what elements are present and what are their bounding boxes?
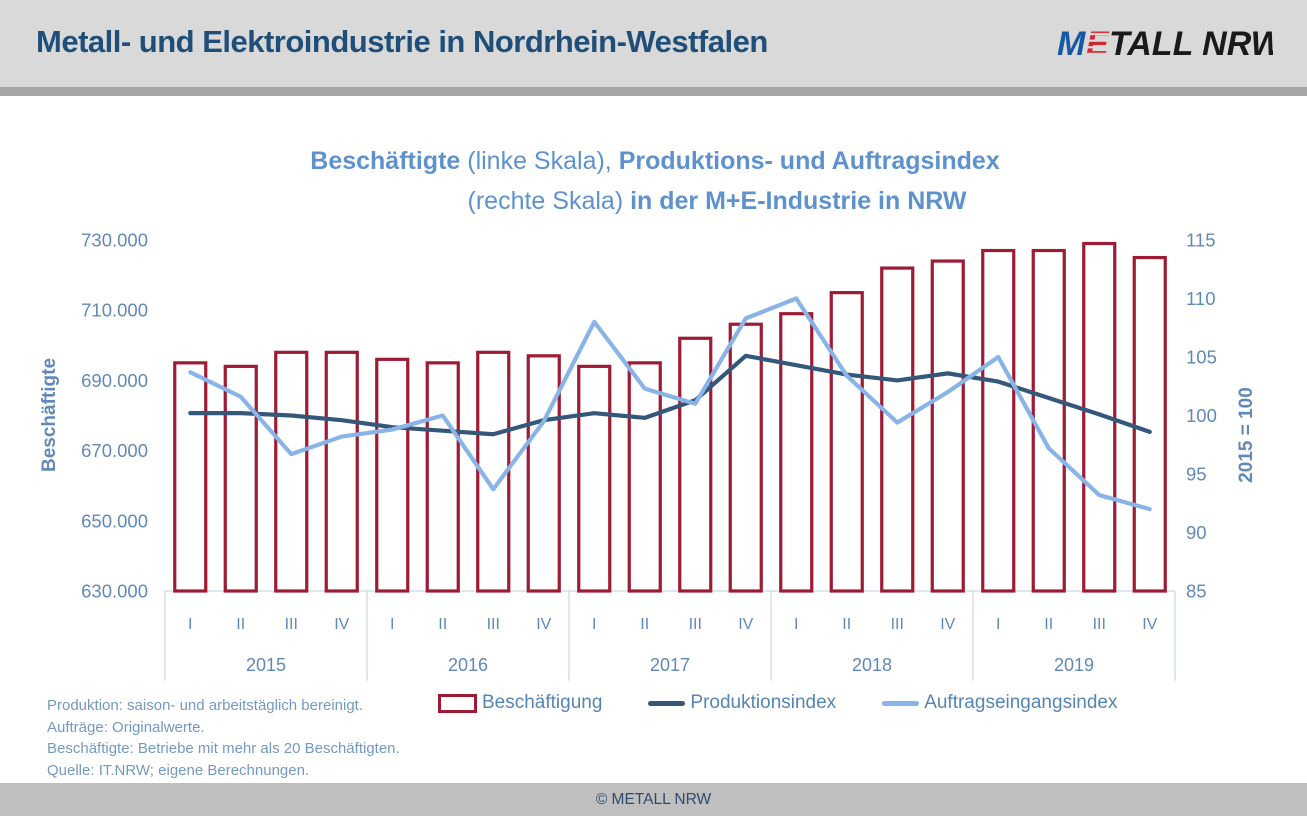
- bar-2017-I: [577, 364, 612, 593]
- line-produktionsindex: [188, 353, 1152, 437]
- left-axis-tick: 710.000: [81, 300, 148, 321]
- legend-label: Produktionsindex: [690, 692, 837, 713]
- chart-title-line1: Beschäftigte (linke Skala), Produktions-…: [150, 141, 1160, 181]
- year-label: 2015: [246, 655, 286, 675]
- bar-2015-I: [173, 361, 208, 593]
- left-axis-tick: 650.000: [81, 510, 148, 531]
- logo-letter-e: E: [1086, 25, 1110, 63]
- quarter-label: III: [689, 616, 702, 633]
- right-axis-tick: 100: [1186, 405, 1217, 426]
- bar-2015-III: [274, 350, 309, 593]
- right-axis-title: 2015 = 100: [1236, 387, 1257, 483]
- footer-bar: © METALL NRW: [0, 783, 1307, 816]
- chart-title: Beschäftigte (linke Skala), Produktions-…: [150, 141, 1160, 221]
- bar-2019-I: [981, 248, 1016, 593]
- chart-title-part: (linke Skala),: [467, 147, 619, 175]
- right-axis-tick: 85: [1186, 581, 1207, 602]
- quarter-label: II: [236, 616, 245, 633]
- line-auftragseingangsindex: [188, 296, 1152, 512]
- quarter-label: IV: [940, 616, 955, 633]
- bar-2017-III: [678, 336, 713, 593]
- chart-title-part: Produktions- und Auftragsindex: [618, 147, 1000, 175]
- quarter-label: IV: [738, 616, 753, 633]
- right-axis-tick: 105: [1186, 347, 1217, 368]
- quarter-label: IV: [1142, 616, 1157, 633]
- quarter-label: IV: [536, 616, 551, 633]
- orders-line-swatch-icon: [882, 700, 920, 706]
- left-axis-tick: 630.000: [81, 581, 148, 602]
- chart-title-part: Beschäftigte: [310, 147, 468, 175]
- legend-item-beschaeftigung: Beschäftigung: [438, 692, 602, 714]
- year-label: 2018: [852, 655, 892, 675]
- bar-2018-IV: [930, 259, 965, 593]
- chart-legend: Beschäftigung Produktionsindex Auftragse…: [438, 692, 1118, 714]
- chart-title-line2: (rechte Skala) in der M+E-Industrie in N…: [212, 181, 1222, 221]
- quarter-label: I: [188, 616, 192, 633]
- chart-title-part: (rechte Skala): [467, 187, 631, 215]
- left-axis-tick: 730.000: [81, 230, 148, 251]
- quarter-label: I: [996, 616, 1000, 633]
- quarter-label: III: [891, 616, 904, 633]
- legend-item-produktionsindex: Produktionsindex: [648, 692, 836, 714]
- quarter-label: II: [842, 616, 851, 633]
- left-axis-title: Beschäftigte: [39, 358, 60, 472]
- bar-2016-IV: [526, 354, 561, 593]
- quarter-label: II: [640, 616, 649, 633]
- bar-2019-II: [1031, 248, 1066, 593]
- header-bar: Metall- und Elektroindustrie in Nordrhei…: [0, 0, 1307, 87]
- metall-nrw-logo: M E TALL NRW: [1057, 25, 1273, 63]
- legend-label: Auftragseingangsindex: [924, 692, 1118, 713]
- left-axis-tick: 670.000: [81, 440, 148, 461]
- chart-title-part: in der M+E-Industrie in NRW: [630, 187, 967, 215]
- right-axis-tick: 115: [1186, 230, 1216, 251]
- logo-text: TALL NRW: [1109, 25, 1273, 63]
- header-divider: [0, 87, 1307, 96]
- bar-2018-III: [880, 266, 915, 593]
- bar-2016-III: [476, 350, 511, 593]
- page-title: Metall- und Elektroindustrie in Nordrhei…: [36, 24, 768, 59]
- quarter-label: II: [438, 616, 447, 633]
- quarter-label: III: [285, 616, 298, 633]
- quarter-label: I: [592, 616, 596, 633]
- bar-2018-I: [779, 312, 814, 593]
- bar-2018-II: [829, 291, 864, 593]
- footnote-production: Produktion: saison- und arbeitstäglich b…: [47, 697, 364, 714]
- legend-label: Beschäftigung: [482, 692, 603, 713]
- year-label: 2019: [1054, 655, 1094, 675]
- footnote-employees: Beschäftigte: Betriebe mit mehr als 20 B…: [47, 740, 400, 757]
- quarter-label: II: [1044, 616, 1053, 633]
- bar-2015-II: [223, 364, 258, 593]
- bar-2015-IV: [324, 350, 359, 593]
- logo-letter-m: M: [1057, 25, 1086, 63]
- production-line-swatch-icon: [648, 700, 686, 706]
- employment-production-orders-chart: 730.000 710.000 690.000 670.000 650.000 630.0…: [39, 230, 1257, 681]
- bar-2019-IV: [1132, 255, 1167, 593]
- bar-2016-I: [375, 357, 410, 593]
- bar-2016-II: [425, 361, 460, 593]
- bar-swatch-icon: [438, 693, 477, 713]
- footnote-source: Quelle: IT.NRW; eigene Berechnungen.: [47, 761, 310, 779]
- footnotes: Produktion: saison- und arbeitstäglich b…: [47, 695, 400, 781]
- quarter-label: III: [1093, 616, 1106, 633]
- right-axis-tick: 90: [1186, 522, 1207, 543]
- bar-2017-II: [627, 361, 662, 593]
- right-axis-tick: 95: [1186, 464, 1207, 485]
- right-axis-tick: 110: [1186, 288, 1216, 309]
- footnote-orders: Aufträge: Originalwerte.: [47, 718, 205, 736]
- year-label: 2017: [650, 655, 690, 675]
- left-axis-tick: 690.000: [81, 370, 148, 391]
- quarter-label: I: [390, 616, 394, 633]
- quarter-label: IV: [334, 616, 349, 633]
- legend-item-auftragseingangsindex: Auftragseingangsindex: [882, 692, 1118, 714]
- year-label: 2016: [448, 655, 488, 675]
- copyright: © METALL NRW: [595, 791, 712, 808]
- bar-2017-IV: [728, 322, 763, 593]
- quarter-label: I: [794, 616, 798, 633]
- quarter-label: III: [487, 616, 500, 633]
